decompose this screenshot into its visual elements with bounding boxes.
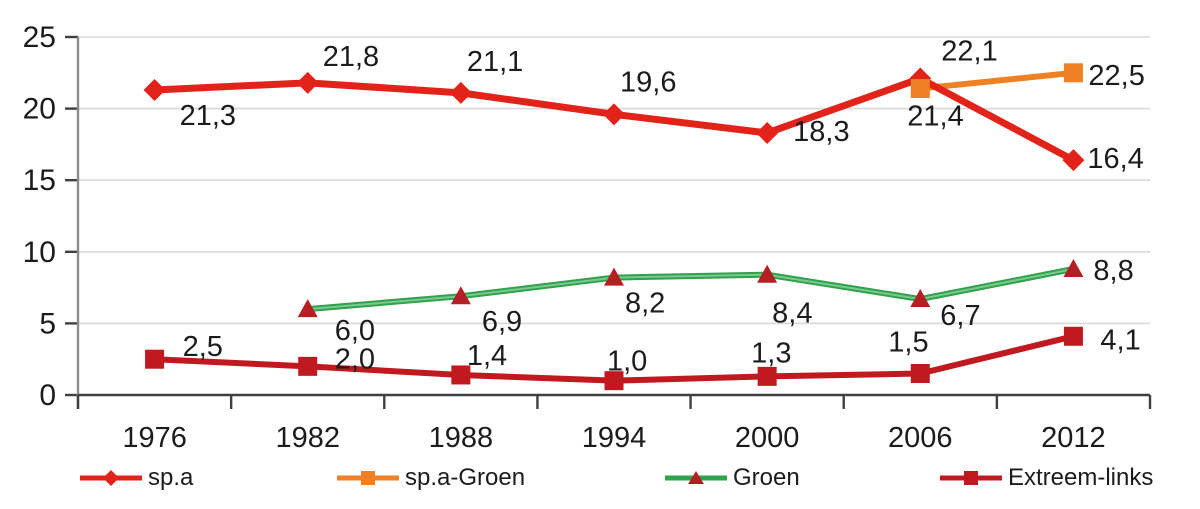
- marker-diamond-icon: [449, 81, 472, 104]
- marker-triangle-icon: [450, 286, 471, 305]
- marker-triangle-icon: [757, 264, 778, 283]
- data-label: 1,5: [888, 327, 928, 359]
- data-label: 2,5: [183, 331, 223, 363]
- marker-square-icon: [298, 356, 318, 376]
- x-tick-label: 1994: [582, 422, 647, 454]
- data-label: 6,9: [482, 306, 522, 338]
- marker-square-icon: [910, 364, 930, 384]
- data-label: 2,0: [335, 343, 375, 375]
- series-line-sp-a-groen: [917, 69, 1077, 92]
- marker-square-icon: [757, 366, 777, 386]
- data-label: 8,4: [772, 298, 812, 330]
- x-tick-label: 2000: [735, 422, 800, 454]
- legend-swatch-extreem-links-icon: [940, 471, 1002, 485]
- data-label: 21,1: [467, 46, 523, 78]
- marker-square-icon: [910, 79, 930, 99]
- legend-item-spa-groen: sp.a-Groen: [337, 463, 525, 493]
- data-label: 21,4: [907, 101, 963, 133]
- y-tick-label: 15: [23, 164, 56, 197]
- data-label: 19,6: [620, 66, 676, 98]
- legend-label-extreem-links: Extreem-links: [1008, 464, 1154, 491]
- marker-diamond-icon: [143, 78, 166, 101]
- legend-swatch-groen-icon: [665, 471, 727, 484]
- legend-swatch-spa-icon: [80, 470, 142, 486]
- marker-triangle-icon: [604, 267, 624, 286]
- x-tick-label: 2012: [1041, 422, 1106, 454]
- legend-marker-triangle-icon: [688, 471, 704, 484]
- marker-triangle-icon: [297, 299, 318, 318]
- legend-marker-square-icon: [964, 471, 978, 485]
- data-label: 1,4: [467, 340, 507, 372]
- data-label: 18,3: [793, 116, 849, 148]
- data-label: 8,2: [625, 288, 665, 320]
- data-label: 16,4: [1087, 143, 1143, 175]
- legend-item-spa: sp.a: [80, 463, 193, 493]
- data-label: 8,8: [1093, 255, 1133, 287]
- legend: sp.a sp.a-Groen Groen Extreem-links: [0, 463, 1200, 493]
- marker-diamond-icon: [756, 121, 779, 144]
- x-tick-label: 2006: [888, 422, 953, 454]
- marker-square-icon: [145, 349, 165, 369]
- y-tick-label: 10: [23, 236, 56, 269]
- y-tick-label: 0: [39, 379, 56, 412]
- marker-diamond-icon: [296, 71, 319, 94]
- data-label: 22,1: [941, 36, 997, 68]
- marker-triangle-icon: [910, 289, 931, 308]
- marker-diamond-icon: [603, 103, 625, 126]
- y-tick-label: 5: [39, 307, 56, 340]
- y-tick-label: 20: [23, 93, 56, 126]
- x-tick-label: 1988: [429, 422, 494, 454]
- marker-triangle-icon: [1063, 258, 1084, 277]
- marker-square-icon: [451, 365, 471, 385]
- data-label: 1,3: [751, 337, 791, 369]
- legend-label-spa: sp.a: [148, 464, 194, 491]
- data-label: 22,5: [1088, 60, 1144, 92]
- data-label: 4,1: [1100, 324, 1140, 356]
- legend-item-extreem-links: Extreem-links: [940, 463, 1153, 493]
- x-tick-label: 1982: [275, 422, 340, 454]
- data-label: 6,0: [335, 315, 375, 347]
- legend-marker-diamond-icon: [103, 470, 119, 486]
- series-line-highlight-groen: [306, 267, 1075, 311]
- legend-label-groen: Groen: [733, 464, 800, 491]
- legend-swatch-spa-groen-icon: [337, 471, 399, 485]
- data-label: 21,3: [180, 100, 236, 132]
- marker-square-icon: [604, 371, 624, 391]
- legend-item-groen: Groen: [665, 463, 800, 493]
- data-label: 6,7: [940, 300, 980, 332]
- data-label: 1,0: [607, 346, 647, 378]
- x-tick-label: 1976: [122, 422, 187, 454]
- legend-marker-square-icon: [361, 471, 375, 485]
- marker-square-icon: [1063, 63, 1083, 83]
- marker-diamond-icon: [1062, 149, 1085, 172]
- marker-square-icon: [1063, 326, 1083, 346]
- data-label: 21,8: [323, 41, 379, 73]
- legend-label-spa-groen: sp.a-Groen: [405, 464, 526, 491]
- y-tick-label: 25: [23, 21, 56, 54]
